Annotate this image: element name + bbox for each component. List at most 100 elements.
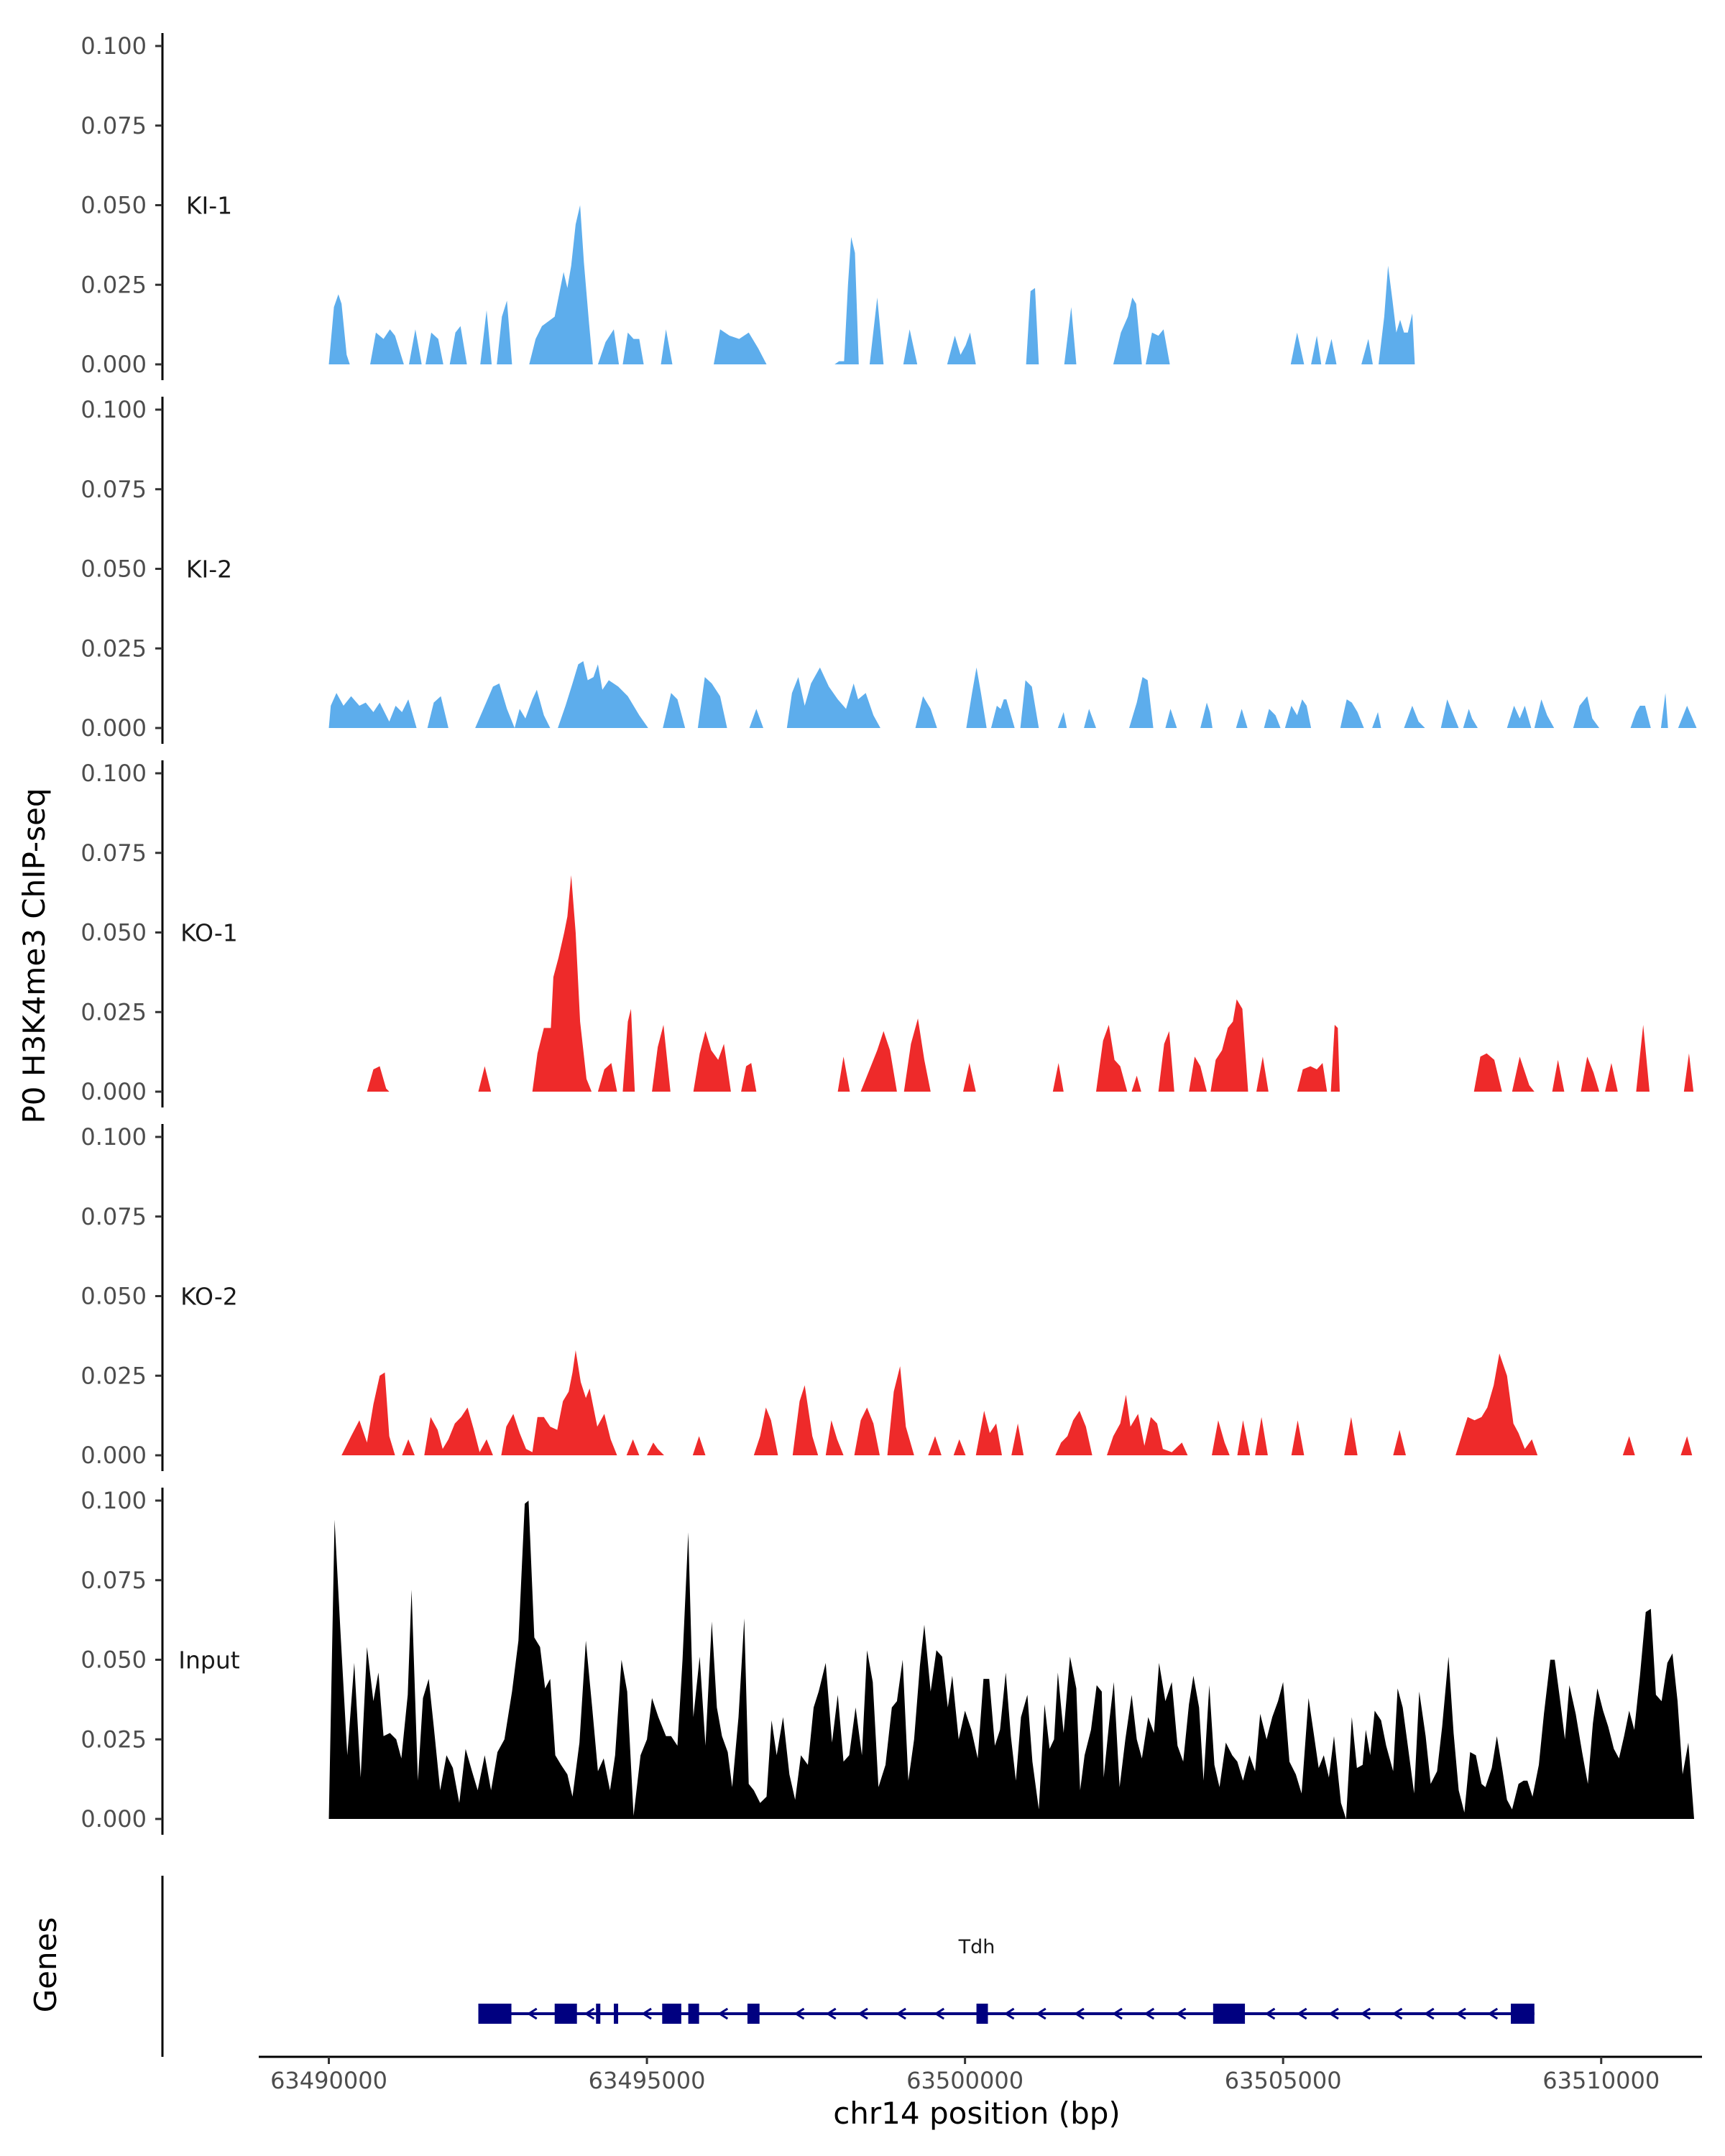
track-label-input: Input [178,1646,240,1674]
coverage-peak-ki-1-8 [597,329,620,364]
gene-exon [614,2004,619,2024]
strand-arrow-icon [1328,2007,1339,2020]
x-tick-label: 63490000 [270,2067,387,2094]
strand-arrow-icon [1360,2007,1371,2020]
coverage-peak-ko-2-0 [341,1372,395,1455]
coverage-peak-ko-1-12 [1052,1063,1064,1092]
coverage-peak-ko-2-14 [975,1411,1002,1455]
coverage-peak-ki-1-12 [834,236,859,364]
gene-name-label: Tdh [958,1936,995,1958]
strand-arrow-icon [584,2007,595,2020]
coverage-peak-ki-1-3 [426,332,443,364]
coverage-peak-ko-2-8 [792,1385,819,1455]
coverage-peak-ki-1-1 [370,329,404,364]
track-label-ki-1: KI-1 [186,192,232,220]
coverage-peak-ko-1-23 [1552,1059,1565,1092]
y-tick-label-ki-2: 0.075 [80,476,147,503]
strand-arrow-icon [526,2007,538,2020]
gene-exon [596,2004,601,2024]
coverage-peak-ki-2-2 [475,683,551,728]
coverage-peak-ko-2-22 [1344,1416,1358,1455]
track-ki-2: 0.000 0.025 0.050 0.075 0.100 KI-2 [80,396,1697,744]
coverage-peak-ko-1-14 [1131,1075,1141,1092]
y-tick-label-ki-1: 0.075 [80,112,147,139]
coverage-peak-ki-2-16 [1200,702,1213,728]
coverage-peak-ko-1-15 [1158,1031,1174,1092]
y-tick-label-ki-2: 0.025 [80,635,147,662]
strand-arrow-icon [1455,2007,1466,2020]
coverage-peak-ko-1-11 [963,1063,976,1092]
tracks-layer: 0.000 0.025 0.050 0.075 0.100 KI-1 0.000 0.025 0… [80,32,1697,1835]
coverage-peak-ko-1-3 [597,1063,617,1092]
y-tick-label-input: 0.025 [80,1726,147,1753]
x-tick-label: 63510000 [1542,2067,1660,2094]
coverage-peak-ki-2-13 [1084,709,1096,728]
coverage-peak-ko-1-16 [1189,1056,1207,1092]
track-ki-1: 0.000 0.025 0.050 0.075 0.100 KI-1 [80,32,1415,380]
coverage-peak-ki-2-6 [749,709,763,728]
coverage-peak-ki-1-16 [1026,287,1039,364]
coverage-peak-ki-2-26 [1534,699,1555,728]
coverage-peak-ki-1-9 [622,332,644,364]
coverage-peak-ko-1-1 [478,1066,492,1092]
coverage-peak-ko-1-22 [1512,1056,1535,1092]
y-tick-label-ki-1: 0.025 [80,271,147,298]
coverage-peak-ki-1-2 [409,329,422,364]
coverage-peak-ko-1-19 [1297,1063,1328,1092]
x-tick-label: 63495000 [589,2067,706,2094]
coverage-peak-ki-2-23 [1440,699,1459,728]
coverage-peak-ki-2-27 [1573,696,1600,728]
coverage-peak-ko-1-8 [837,1056,850,1092]
y-tick-label-input: 0.000 [80,1805,147,1833]
coverage-peak-ki-2-28 [1630,706,1651,728]
y-tick-label-ko-2: 0.050 [80,1283,147,1310]
genes-panel-title: Genes [28,1917,63,2013]
strand-arrow-icon [641,2007,652,2020]
y-tick-label-ki-2: 0.100 [80,396,147,423]
coverage-peak-ko-2-2 [424,1407,493,1455]
genes-panel: Genes Tdh [28,1876,1535,2057]
strand-arrow-icon [1036,2007,1046,2020]
y-tick-label-ko-1: 0.100 [80,760,147,787]
coverage-peak-input-0 [328,1501,1694,1819]
coverage-peak-ki-1-13 [869,298,884,364]
track-ko-2: 0.000 0.025 0.050 0.075 0.100 KO-2 [80,1123,1693,1471]
coverage-peak-ko-2-6 [692,1436,706,1455]
coverage-peak-ko-2-21 [1291,1420,1305,1455]
y-tick-label-ko-1: 0.025 [80,998,147,1026]
gene-exon [662,2004,681,2024]
y-tick-label-ko-1: 0.000 [80,1078,147,1105]
strand-arrow-icon [934,2007,945,2020]
coverage-peak-ki-1-0 [328,294,350,364]
coverage-peak-ki-1-5 [480,310,492,364]
coverage-peak-ko-2-20 [1255,1416,1268,1455]
coverage-peak-ki-2-7 [786,667,880,728]
y-tick-label-ko-2: 0.075 [80,1203,147,1230]
coverage-peak-ki-2-9 [966,667,987,728]
coverage-peak-ko-2-26 [1680,1436,1693,1455]
coverage-peak-ki-2-29 [1660,693,1668,728]
coverage-peak-ki-1-23 [1361,338,1373,364]
coverage-peak-ko-1-6 [693,1031,731,1092]
y-tick-label-input: 0.050 [80,1646,147,1674]
coverage-peak-ko-2-24 [1455,1353,1538,1455]
coverage-peak-ki-2-1 [427,696,448,728]
coverage-peak-ko-1-5 [652,1025,671,1092]
coverage-peak-ki-2-30 [1678,706,1697,728]
y-tick-label-ko-2: 0.000 [80,1442,147,1469]
gene-exon [554,2004,577,2024]
strand-arrow-icon [1423,2007,1435,2020]
strand-arrow-icon [1003,2007,1015,2020]
y-tick-label-ko-1: 0.050 [80,919,147,946]
coverage-peak-ki-2-22 [1404,706,1425,728]
y-tick-label-ki-1: 0.100 [80,32,147,60]
strand-arrow-icon [1175,2007,1187,2020]
coverage-peak-ko-2-10 [854,1407,880,1455]
track-label-ko-1: KO-1 [180,919,238,947]
strand-arrow-icon [1112,2007,1123,2020]
coverage-peak-ki-2-17 [1236,709,1248,728]
gene-exon [478,2004,512,2024]
coverage-peak-ko-1-21 [1473,1053,1502,1092]
